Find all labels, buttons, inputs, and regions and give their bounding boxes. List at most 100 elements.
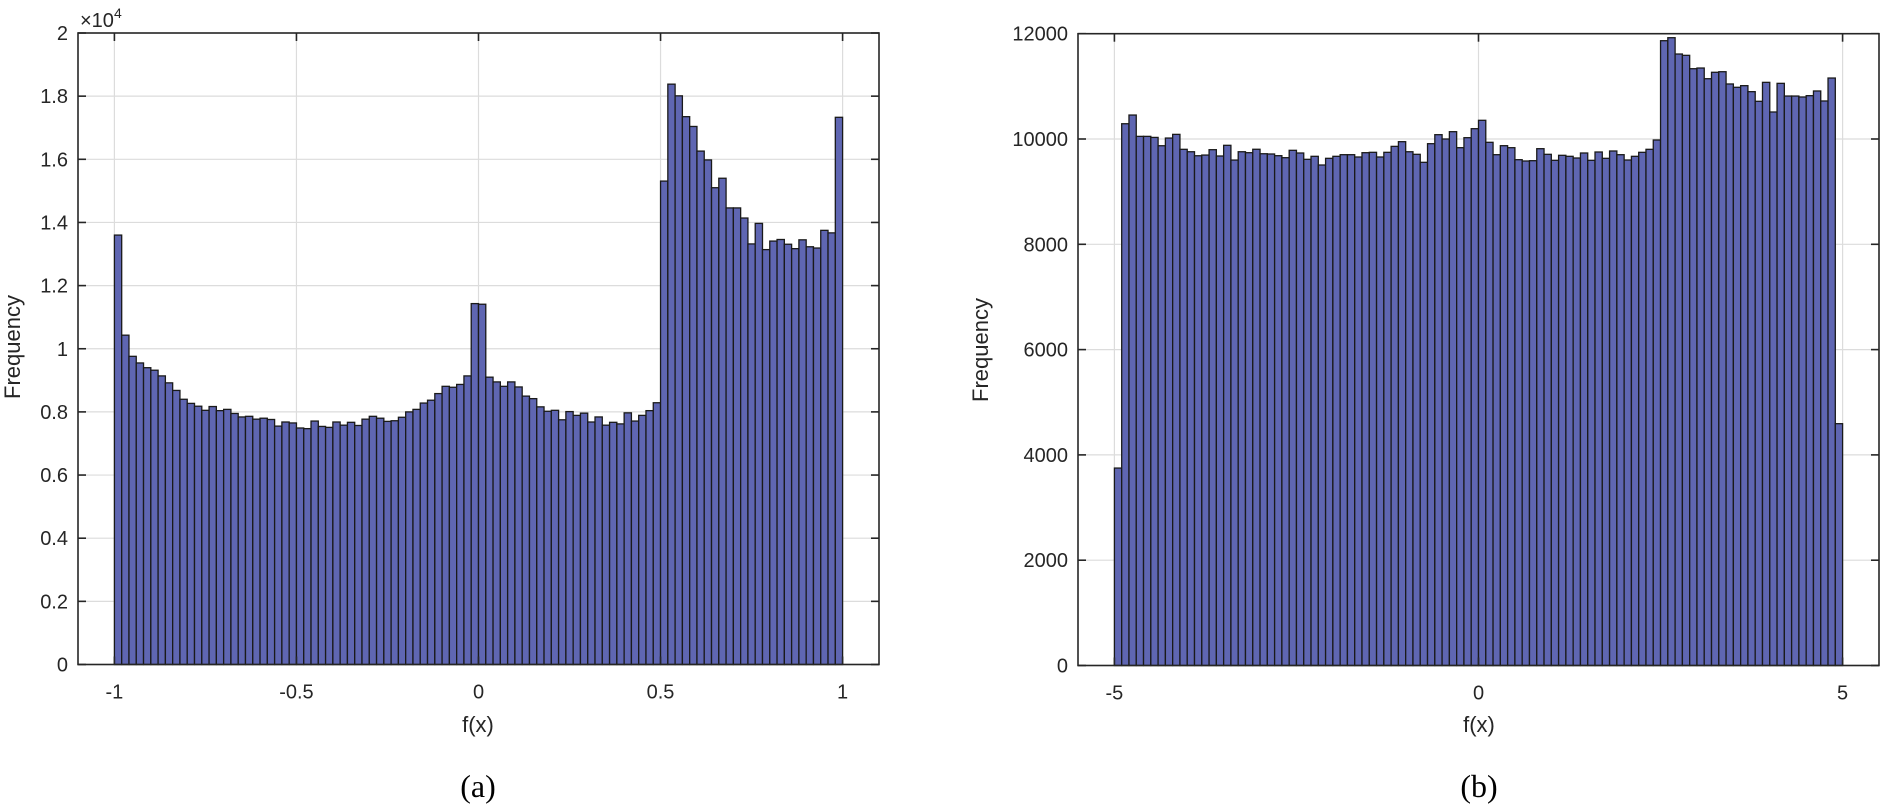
- histogram-bar: [1215, 155, 1225, 667]
- histogram-bar: [1739, 85, 1749, 667]
- histogram-bar: [332, 421, 341, 666]
- histogram-bar: [281, 421, 290, 666]
- histogram-bar: [397, 416, 407, 666]
- histogram-bar: [1470, 128, 1480, 667]
- histogram-bar: [1754, 100, 1764, 667]
- histogram-bar: [645, 409, 654, 666]
- x-tick-label: -1: [106, 682, 124, 704]
- histogram-bar: [1375, 156, 1385, 667]
- histogram-bar: [172, 389, 181, 666]
- histogram-bar: [1710, 71, 1720, 667]
- x-tick-label: 5: [1837, 683, 1848, 705]
- histogram-bar: [1135, 135, 1145, 667]
- histogram-bar: [135, 362, 145, 666]
- histogram-bar: [1237, 151, 1247, 667]
- y-tick-label: 1.4: [40, 212, 68, 234]
- histogram-bar: [1441, 138, 1451, 667]
- histogram-bar: [1354, 156, 1363, 667]
- histogram-bar: [1725, 83, 1735, 667]
- histogram-bar: [456, 383, 465, 666]
- histogram-bar: [208, 405, 218, 666]
- y-tick-labels-b: 0 2000 4000 6000 8000 10000 12000: [1012, 24, 1068, 678]
- histogram-bar: [1630, 155, 1640, 667]
- histogram-bar: [790, 248, 800, 666]
- histogram-bar: [492, 381, 501, 666]
- x-tick-label: 0: [473, 682, 484, 704]
- histogram-bar: [346, 421, 356, 666]
- histogram-bar: [1696, 67, 1705, 667]
- histogram-bar: [361, 418, 370, 666]
- y-tick-label: 1.8: [40, 86, 68, 108]
- x-axis-label-a: f(x): [462, 712, 494, 737]
- histogram-bar: [1506, 147, 1516, 667]
- histogram-bar: [142, 367, 152, 666]
- histogram-bar: [805, 246, 815, 666]
- histogram-bar: [1456, 147, 1465, 667]
- histogram-bar: [557, 419, 567, 666]
- histogram-bar: [303, 427, 312, 666]
- histogram-bar: [1623, 159, 1633, 667]
- histogram-bar: [776, 238, 785, 666]
- histogram-bar: [252, 418, 261, 666]
- histogram-bar: [1572, 157, 1582, 667]
- histogram-bar: [1776, 82, 1785, 667]
- histogram-bar: [222, 408, 232, 666]
- histogram-bar: [1689, 68, 1698, 667]
- histogram-bar: [1310, 155, 1319, 667]
- histogram-bar: [1681, 54, 1691, 667]
- histogram-bar: [1259, 153, 1268, 667]
- histogram-bar: [1193, 155, 1203, 667]
- y-exponent-label-a: ×104: [80, 5, 122, 32]
- histogram-bar: [1499, 145, 1509, 667]
- histogram-bar: [1172, 133, 1181, 667]
- y-tick-label: 1.6: [40, 149, 68, 171]
- histogram-bar: [1434, 134, 1443, 667]
- histogram-bar: [536, 406, 545, 666]
- histogram-bar: [1812, 90, 1822, 667]
- histogram-bar: [1317, 164, 1327, 667]
- histogram-bar: [405, 411, 414, 666]
- histogram-bar: [587, 421, 596, 666]
- histogram-bar: [244, 415, 254, 666]
- histogram-bar: [230, 412, 239, 666]
- histogram-bar: [1521, 160, 1531, 667]
- histogram-bar: [1222, 144, 1232, 667]
- histogram-bar: [572, 414, 582, 666]
- y-tick-label: 8000: [1024, 234, 1069, 256]
- histogram-bar: [426, 399, 436, 666]
- x-axis-label-b: f(x): [1463, 712, 1495, 737]
- histogram-bar: [1827, 77, 1836, 667]
- histogram-bar: [1514, 159, 1523, 667]
- histogram-bar: [354, 424, 363, 666]
- histogram-bar: [434, 392, 443, 666]
- histogram-bar: [1608, 150, 1618, 667]
- histogram-bar: [1361, 152, 1370, 667]
- histogram-bar: [550, 409, 560, 666]
- histogram-bar: [696, 150, 705, 666]
- x-tick-label: -0.5: [279, 682, 313, 704]
- histogram-bar: [1383, 151, 1392, 667]
- histogram-bar: [761, 248, 771, 666]
- histogram-bar: [1718, 71, 1727, 667]
- histogram-bar: [339, 424, 349, 666]
- bars-b: [1113, 37, 1844, 667]
- histogram-bar: [157, 375, 167, 666]
- histogram-bar: [1747, 91, 1756, 667]
- y-axis-label-a: Frequency: [0, 295, 25, 399]
- histogram-bar: [1645, 148, 1654, 667]
- histogram-bar: [201, 409, 210, 666]
- histogram-bar: [659, 180, 669, 666]
- y-tick-label: 0.8: [40, 402, 68, 424]
- histogram-bar: [769, 240, 778, 666]
- histogram-bar: [1157, 145, 1167, 667]
- x-tick-label: 1: [837, 682, 848, 704]
- histogram-bar: [121, 334, 130, 666]
- histogram-bar: [1419, 161, 1429, 667]
- histogram-bar: [594, 416, 603, 666]
- histogram-bar: [1761, 81, 1771, 667]
- histogram-bar: [630, 420, 640, 666]
- y-tick-label: 1.2: [40, 276, 68, 298]
- histogram-bar: [1390, 145, 1400, 667]
- histogram-bar: [470, 302, 480, 666]
- histogram-bar: [1805, 95, 1815, 667]
